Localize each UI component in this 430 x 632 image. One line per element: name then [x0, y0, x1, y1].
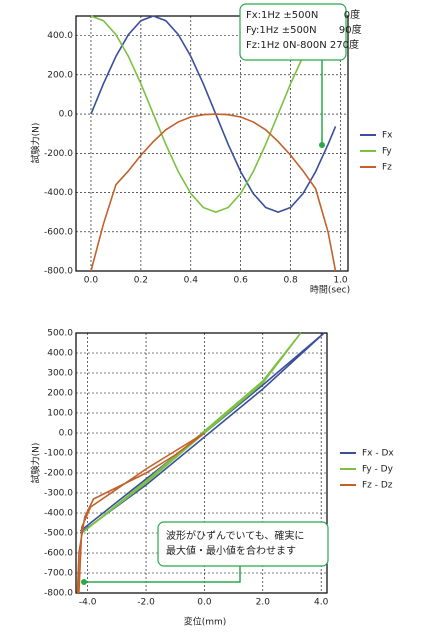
x-tick-label: 0.2: [134, 276, 148, 286]
data-line: [81, 332, 302, 534]
legend-label: Fx - Dx: [362, 449, 394, 459]
legend-label: Fy - Dy: [362, 465, 394, 475]
x-tick-label: 2.0: [256, 598, 271, 608]
y-axis-label: 試験力(N): [30, 123, 42, 164]
y-tick-label: -200.0: [44, 149, 73, 159]
y-tick-label: 300.0: [47, 369, 73, 379]
y-tick-label: 100.0: [47, 409, 73, 419]
x-tick-label: 0.0: [84, 276, 99, 286]
y-tick-label: -400.0: [44, 509, 73, 519]
y-tick-label: -300.0: [44, 489, 73, 499]
legend-label: Fz: [382, 163, 392, 173]
legend-label: Fz - Dz: [362, 481, 393, 491]
x-tick-label: 4.0: [314, 598, 329, 608]
y-tick-label: 0.0: [59, 429, 74, 439]
x-tick-label: 0.0: [197, 598, 212, 608]
x-tick-label: 0.6: [234, 276, 249, 286]
plot-border: [75, 332, 328, 594]
y-tick-label: -700.0: [44, 569, 73, 579]
data-line: [90, 15, 336, 214]
y-tick-label: -600.0: [44, 549, 73, 559]
y-tick-label: 400.0: [47, 31, 73, 41]
data-line: [90, 113, 337, 272]
legend-label: Fx: [382, 131, 393, 141]
legend-label: Fy: [382, 147, 392, 157]
x-tick-label: -2.0: [137, 598, 155, 608]
x-tick-label: 1.0: [333, 276, 348, 286]
annotation-text: 最大値・最小値を合わせます: [166, 544, 296, 557]
y-tick-label: 400.0: [47, 349, 73, 359]
annotation-dot: [319, 142, 325, 148]
annotation-text: 波形がひずんでいても、確実に: [166, 529, 304, 542]
y-tick-label: 200.0: [47, 70, 73, 80]
annotation-dot: [81, 579, 87, 585]
y-tick-label: -200.0: [44, 469, 73, 479]
y-tick-label: -100.0: [44, 449, 73, 459]
y-tick-label: 500.0: [47, 329, 73, 339]
y-tick-label: 0.0: [59, 110, 74, 120]
x-axis-label: 変位(mm): [184, 616, 227, 628]
y-tick-label: -500.0: [44, 529, 73, 539]
data-line: [76, 432, 205, 594]
y-tick-label: -600.0: [44, 227, 73, 237]
plot-border: [75, 15, 349, 272]
x-tick-label: -4.0: [79, 598, 97, 608]
y-tick-label: -800.0: [44, 589, 73, 599]
annotation-arrow: [84, 566, 241, 583]
annotation-text: Fy:1Hz ±500N 90度: [246, 23, 362, 36]
y-tick-label: -400.0: [44, 188, 73, 198]
x-axis-label: 時間(sec): [310, 285, 350, 296]
annotation-text: Fz:1Hz 0N-800N 270度: [246, 38, 359, 51]
y-tick-label: -800.0: [44, 267, 73, 277]
annotation-box: [239, 3, 347, 61]
y-axis-label: 試験力(N): [30, 443, 42, 484]
annotation-text: Fx:1Hz ±500N 0度: [246, 8, 360, 21]
x-tick-label: 0.4: [184, 276, 199, 286]
y-tick-label: 200.0: [47, 389, 73, 399]
annotation-box: [157, 521, 329, 567]
x-tick-label: 0.8: [283, 276, 298, 286]
